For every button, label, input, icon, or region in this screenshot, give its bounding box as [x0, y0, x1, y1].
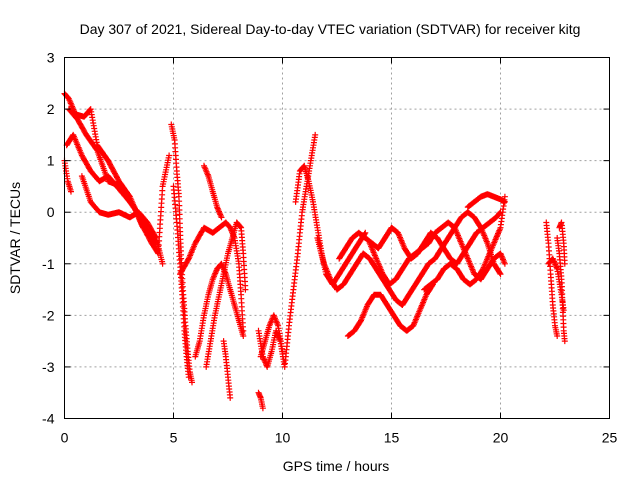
series-track-y — [545, 255, 567, 314]
plus-markers — [545, 255, 567, 314]
y-tick-label: -3 — [42, 359, 55, 375]
plot-frame — [64, 57, 610, 419]
x-tick-label: 10 — [275, 430, 291, 446]
y-tick-label: 2 — [47, 101, 55, 117]
series-track-n — [255, 131, 319, 370]
y-tick-label: -1 — [42, 256, 55, 272]
y-tick-labels: -4 -3 -2 -1 0 1 2 3 — [42, 50, 55, 427]
series-track-u — [421, 193, 508, 293]
plus-markers — [255, 389, 266, 412]
plus-markers — [220, 338, 234, 401]
plus-markers — [61, 157, 74, 195]
series-track-e — [78, 173, 166, 267]
plus-markers — [366, 219, 508, 288]
x-tick-label: 15 — [384, 430, 400, 446]
series-track-h — [177, 219, 247, 334]
plus-markers — [421, 193, 508, 293]
plus-markers — [464, 191, 508, 211]
series-track-b — [61, 157, 74, 195]
plus-markers — [257, 312, 286, 360]
y-tick-label: -4 — [42, 411, 55, 427]
series-track-k — [201, 162, 225, 221]
plus-markers — [203, 219, 249, 370]
y-tick-label: 1 — [47, 153, 55, 169]
plus-markers — [192, 260, 247, 360]
chart-title: Day 307 of 2021, Sidereal Day-to-day VTE… — [80, 21, 581, 37]
y-axis-label: SDTVAR / TECUs — [7, 182, 23, 294]
grid — [64, 57, 610, 419]
data-points — [61, 90, 568, 412]
plus-markers — [292, 162, 369, 288]
series-track-v — [464, 191, 508, 211]
series-track-i — [192, 260, 247, 360]
plus-markers — [556, 219, 568, 267]
series-track-j — [203, 219, 249, 370]
series-track-p — [292, 162, 369, 288]
axis-ticks — [64, 57, 610, 419]
plus-markers — [201, 162, 225, 221]
y-tick-label: 3 — [47, 50, 55, 66]
series-track-z — [556, 219, 568, 267]
plus-markers — [177, 219, 247, 334]
series-track-t — [366, 219, 508, 288]
y-tick-label: -2 — [42, 307, 55, 323]
x-tick-labels: 0 5 10 15 20 25 — [61, 430, 618, 446]
plus-markers — [255, 131, 319, 370]
series-track-l — [220, 338, 234, 401]
x-tick-label: 20 — [493, 430, 509, 446]
x-axis-label: GPS time / hours — [283, 458, 390, 474]
plus-markers — [61, 90, 173, 257]
x-tick-label: 5 — [170, 430, 178, 446]
y-tick-label: 0 — [47, 204, 55, 220]
series-track-a — [61, 90, 173, 257]
x-tick-label: 25 — [602, 430, 618, 446]
series-track-m — [255, 389, 266, 412]
plus-markers — [344, 281, 436, 339]
x-tick-label: 0 — [61, 430, 69, 446]
plus-markers — [78, 173, 166, 267]
series-track-s — [344, 281, 436, 339]
series-track-o — [257, 312, 286, 360]
